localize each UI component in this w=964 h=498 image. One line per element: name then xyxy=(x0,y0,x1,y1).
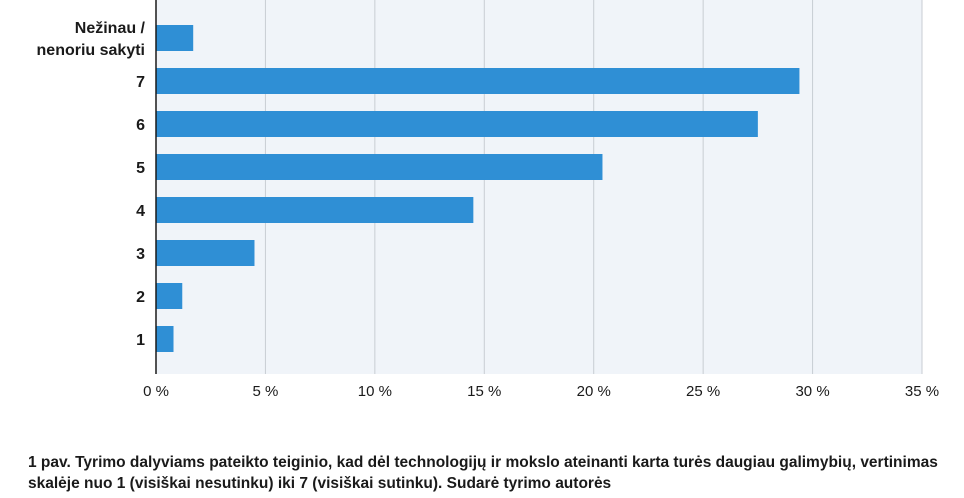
category-label: Nežinau / nenoriu sakyti xyxy=(37,20,146,59)
plot-background xyxy=(156,0,922,374)
bar xyxy=(156,326,174,352)
bar-chart: Nežinau / nenoriu sakyti 7 6 5 4 3 2 1 0 % 5 % 10 … xyxy=(37,0,939,400)
bar xyxy=(156,283,183,309)
bar xyxy=(156,154,603,180)
x-tick-label: 25 % xyxy=(686,383,720,400)
bar xyxy=(156,25,194,51)
bar xyxy=(156,240,255,266)
x-tick-label: 10 % xyxy=(358,383,392,400)
bars xyxy=(156,25,800,352)
x-tick-label: 0 % xyxy=(143,383,169,400)
x-tick-label: 15 % xyxy=(467,383,501,400)
category-label: 2 xyxy=(136,289,145,306)
category-labels: Nežinau / nenoriu sakyti 7 6 5 4 3 2 1 xyxy=(37,20,146,349)
grid-lines xyxy=(264,0,923,374)
x-tick-label: 35 % xyxy=(905,383,939,400)
category-label: 3 xyxy=(136,246,145,263)
category-label: 7 xyxy=(136,74,145,91)
bar xyxy=(156,197,474,223)
x-tick-label: 20 % xyxy=(577,383,611,400)
category-label: 1 xyxy=(136,332,145,349)
category-label: 4 xyxy=(136,203,145,220)
category-label: 6 xyxy=(136,117,145,134)
figure-caption: 1 pav. Tyrimo dalyviams pateikto teigini… xyxy=(28,454,938,492)
bar xyxy=(156,111,758,137)
x-tick-label: 5 % xyxy=(252,383,278,400)
x-tick-labels: 0 % 5 % 10 % 15 % 20 % 25 % 30 % 35 % xyxy=(143,383,939,400)
category-label: 5 xyxy=(136,160,145,177)
x-tick-label: 30 % xyxy=(795,383,829,400)
bar xyxy=(156,68,800,94)
